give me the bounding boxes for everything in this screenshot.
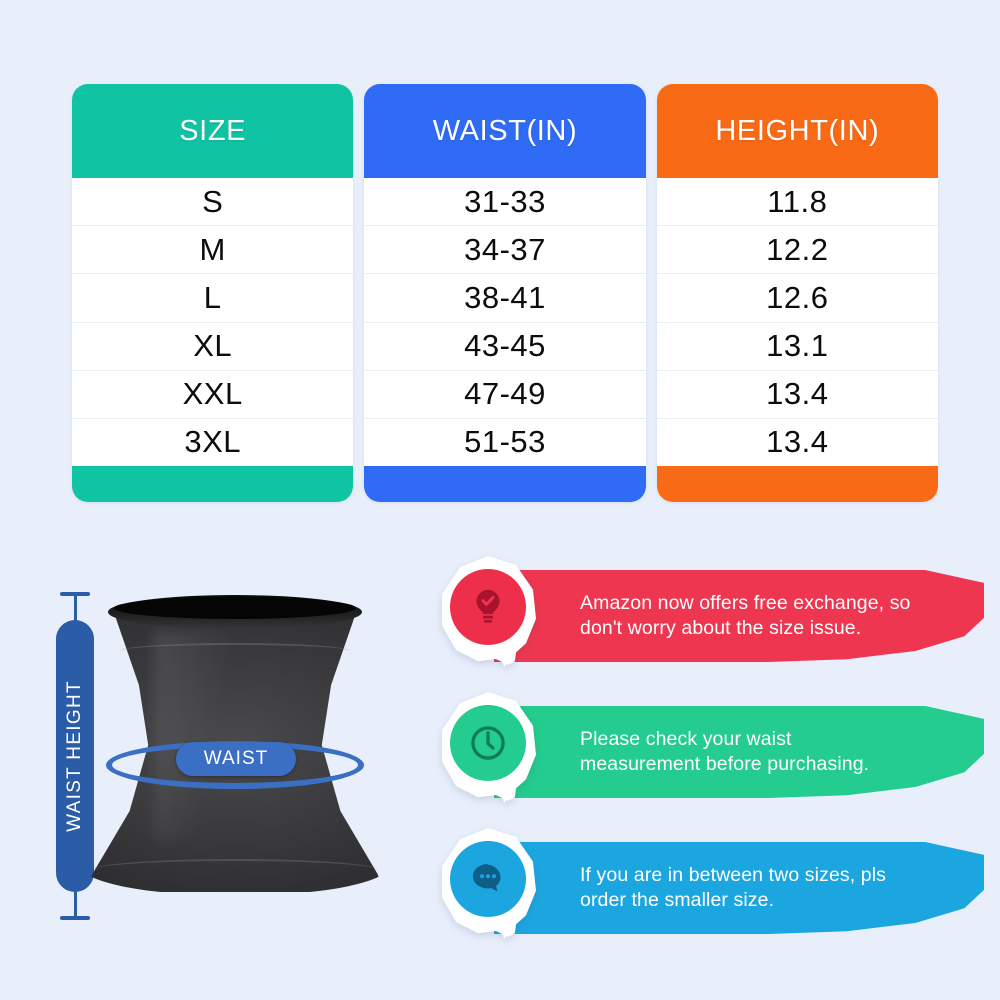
callout-between-sizes: If you are in between two sizes, pls ord… [438, 828, 986, 950]
clock-icon [450, 705, 526, 781]
size-chart-table: SIZE S M L XL XXL 3XL WAIST(IN) 31-33 34… [72, 84, 938, 502]
belt-seam-bottom [92, 859, 378, 881]
table-cell: M [72, 226, 354, 275]
table-column-size: SIZE S M L XL XXL 3XL [72, 84, 354, 502]
callout-bubble [438, 692, 538, 804]
waist-height-gauge: WAIST HEIGHT [48, 592, 102, 920]
gauge-cap-top-icon [60, 592, 90, 596]
table-cell: 38-41 [364, 274, 646, 323]
callout-banner: If you are in between two sizes, pls ord… [494, 842, 984, 934]
callout-list: Amazon now offers free exchange, so don'… [438, 556, 986, 976]
table-cell: 43-45 [364, 322, 646, 371]
belt-seam-top [120, 643, 350, 659]
column-body-size: S M L XL XXL 3XL [72, 178, 354, 467]
table-cell: 3XL [72, 418, 354, 467]
column-header-height: HEIGHT(IN) [656, 84, 938, 178]
callout-exchange: Amazon now offers free exchange, so don'… [438, 556, 986, 678]
column-body-height: 11.8 12.2 12.6 13.1 13.4 13.4 [656, 178, 938, 467]
column-header-waist: WAIST(IN) [364, 84, 646, 178]
column-footer-size [72, 466, 354, 502]
table-cell: 12.6 [656, 274, 938, 323]
column-footer-height [656, 466, 938, 502]
column-body-waist: 31-33 34-37 38-41 43-45 47-49 51-53 [364, 178, 646, 467]
table-cell: 13.1 [656, 322, 938, 371]
callout-bubble [438, 828, 538, 940]
table-column-waist: WAIST(IN) 31-33 34-37 38-41 43-45 47-49 … [364, 84, 646, 502]
table-cell: 12.2 [656, 226, 938, 275]
table-cell: XL [72, 322, 354, 371]
callout-banner: Please check your waist measurement befo… [494, 706, 984, 798]
table-cell: 51-53 [364, 418, 646, 467]
table-cell: 31-33 [364, 178, 646, 227]
callout-text: Amazon now offers free exchange, so don'… [580, 592, 911, 639]
table-cell: 13.4 [656, 370, 938, 419]
belt-highlight [154, 631, 235, 841]
column-header-size: SIZE [72, 84, 354, 178]
callout-text: Please check your waist measurement befo… [580, 728, 870, 775]
waist-trainer-belt: WAIST [80, 595, 390, 895]
waist-height-pill: WAIST HEIGHT [56, 620, 94, 892]
lightbulb-check-icon [450, 569, 526, 645]
table-cell: XXL [72, 370, 354, 419]
table-column-height: HEIGHT(IN) 11.8 12.2 12.6 13.1 13.4 13.4 [656, 84, 938, 502]
callout-measure: Please check your waist measurement befo… [438, 692, 986, 814]
callout-banner: Amazon now offers free exchange, so don'… [494, 570, 984, 662]
gauge-cap-bottom-icon [60, 916, 90, 920]
table-cell: 11.8 [656, 178, 938, 227]
table-cell: 13.4 [656, 418, 938, 467]
column-footer-waist [364, 466, 646, 502]
product-illustration: WAIST HEIGHT WAIST [18, 560, 428, 980]
table-cell: L [72, 274, 354, 323]
table-cell: S [72, 178, 354, 227]
table-cell: 47-49 [364, 370, 646, 419]
belt-top-opening [114, 597, 356, 619]
callout-text: If you are in between two sizes, pls ord… [580, 864, 887, 911]
callout-bubble [438, 556, 538, 668]
table-cell: 34-37 [364, 226, 646, 275]
chat-dots-icon [450, 841, 526, 917]
